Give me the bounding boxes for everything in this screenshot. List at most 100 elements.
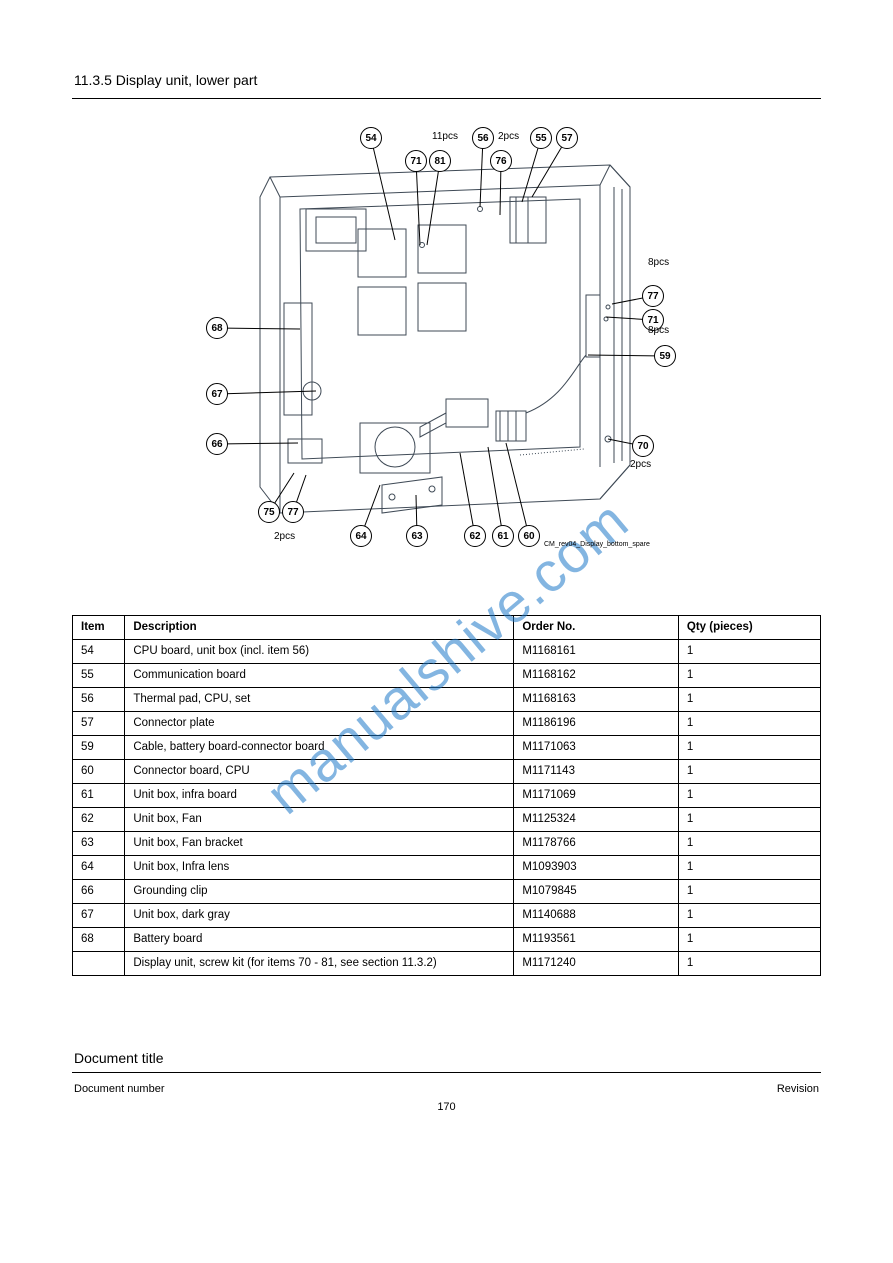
pcs-label: 2pcs [498,131,519,142]
table-cell: 1 [678,904,820,928]
table-cell: 61 [73,784,125,808]
figure-caption: CM_rev04_Display_bottom_spare [544,541,650,548]
table-cell: M1140688 [514,904,679,928]
table-cell: Unit box, Infra lens [125,856,514,880]
table-cell: 1 [678,760,820,784]
table-cell: 59 [73,736,125,760]
table-cell: M1193561 [514,928,679,952]
callout-bubble: 56 [472,127,494,149]
table-cell: 56 [73,688,125,712]
table-row: 61Unit box, infra boardM11710691 [73,784,821,808]
pcs-label: 8pcs [648,325,669,336]
table-cell: 1 [678,928,820,952]
callout-leaders [210,117,680,577]
divider-top [72,98,821,99]
table-cell: 1 [678,664,820,688]
table-row: 68Battery boardM11935611 [73,928,821,952]
table-cell: Unit box, dark gray [125,904,514,928]
section-title: 11.3.5 Display unit, lower part [74,72,821,88]
callout-bubble: 64 [350,525,372,547]
table-cell: M1171143 [514,760,679,784]
table-cell: M1168162 [514,664,679,688]
table-cell: 54 [73,640,125,664]
table-cell: 67 [73,904,125,928]
table-cell: 1 [678,856,820,880]
table-cell: Connector board, CPU [125,760,514,784]
table-cell: 1 [678,688,820,712]
pcs-label: 8pcs [648,257,669,268]
table-row: 62Unit box, FanM11253241 [73,808,821,832]
table-cell: M1171069 [514,784,679,808]
table-cell: Unit box, infra board [125,784,514,808]
divider-bottom [72,1072,821,1073]
pcs-label: 2pcs [630,459,651,470]
table-row: 60Connector board, CPUM11711431 [73,760,821,784]
callout-bubble: 55 [530,127,552,149]
table-cell: M1093903 [514,856,679,880]
callout-bubble: 60 [518,525,540,547]
callout-bubble: 68 [206,317,228,339]
table-cell: Unit box, Fan [125,808,514,832]
callout-bubble: 67 [206,383,228,405]
table-header-cell: Qty (pieces) [678,616,820,640]
table-row: 54CPU board, unit box (incl. item 56)M11… [73,640,821,664]
table-row: 64Unit box, Infra lensM10939031 [73,856,821,880]
table-cell: 1 [678,736,820,760]
table-cell: M1168163 [514,688,679,712]
table-row: 57Connector plateM11861961 [73,712,821,736]
callout-bubble: 77 [282,501,304,523]
table-header-cell: Order No. [514,616,679,640]
table-cell: 60 [73,760,125,784]
table-cell: Thermal pad, CPU, set [125,688,514,712]
table-cell: Communication board [125,664,514,688]
table-cell: CPU board, unit box (incl. item 56) [125,640,514,664]
table-cell: 1 [678,808,820,832]
table-cell: M1171063 [514,736,679,760]
table-row: 63Unit box, Fan bracketM11787661 [73,832,821,856]
callout-bubble: 62 [464,525,486,547]
table-cell: M1079845 [514,880,679,904]
pcs-label: 11pcs [432,131,458,142]
callout-bubble: 71 [405,150,427,172]
table-cell: 1 [678,880,820,904]
table-body: 54CPU board, unit box (incl. item 56)M11… [73,640,821,976]
figure-inner: CM_rev04_Display_bottom_spare 5471815676… [210,117,680,577]
table-row: Display unit, screw kit (for items 70 - … [73,952,821,976]
page: 11.3.5 Display unit, lower part [0,0,893,1263]
table-cell: 66 [73,880,125,904]
table-row: 56Thermal pad, CPU, setM11681631 [73,688,821,712]
page-number: 170 [72,1101,821,1113]
callout-bubble: 54 [360,127,382,149]
table-cell: 63 [73,832,125,856]
table-cell: 1 [678,784,820,808]
table-cell: Display unit, screw kit (for items 70 - … [125,952,514,976]
callout-bubble: 57 [556,127,578,149]
exploded-figure: CM_rev04_Display_bottom_spare 5471815676… [72,117,821,597]
table-cell: 64 [73,856,125,880]
table-cell [73,952,125,976]
table-cell: 57 [73,712,125,736]
table-header-row: ItemDescriptionOrder No.Qty (pieces) [73,616,821,640]
table-cell: Cable, battery board-connector board [125,736,514,760]
table-cell: 1 [678,832,820,856]
callout-bubble: 76 [490,150,512,172]
table-cell: Connector plate [125,712,514,736]
callout-bubble: 63 [406,525,428,547]
pcs-label: 2pcs [274,531,295,542]
table-cell: M1171240 [514,952,679,976]
callout-bubble: 70 [632,435,654,457]
table-cell: Grounding clip [125,880,514,904]
table-cell: 1 [678,640,820,664]
footer-revision: Revision [777,1083,819,1095]
table-header-cell: Description [125,616,514,640]
table-header-cell: Item [73,616,125,640]
callout-bubble: 77 [642,285,664,307]
table-row: 66Grounding clipM10798451 [73,880,821,904]
table-cell: 55 [73,664,125,688]
table-cell: 1 [678,712,820,736]
table-row: 67Unit box, dark grayM11406881 [73,904,821,928]
table-cell: M1125324 [514,808,679,832]
callout-bubble: 66 [206,433,228,455]
table-cell: 62 [73,808,125,832]
table-cell: Unit box, Fan bracket [125,832,514,856]
